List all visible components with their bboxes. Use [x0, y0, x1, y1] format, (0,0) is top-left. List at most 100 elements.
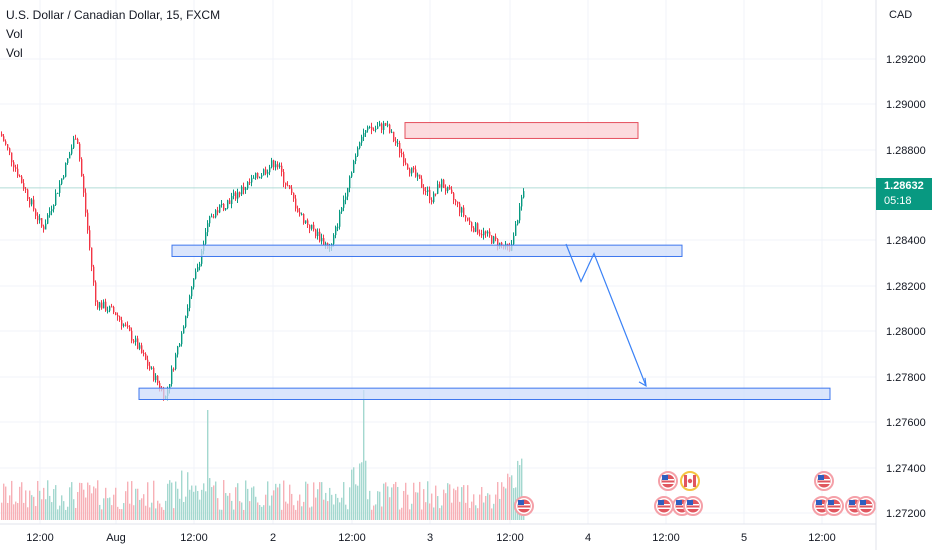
symbol-title[interactable]: U.S. Dollar / Canadian Dollar, 15, FXCM: [6, 8, 221, 22]
candle-body: [309, 225, 311, 229]
candle-body: [277, 164, 279, 167]
volume-bar: [157, 500, 159, 520]
volume-bar: [193, 491, 195, 520]
volume-bar: [425, 502, 427, 520]
candle-body: [21, 176, 23, 184]
volume-bar: [469, 507, 471, 520]
candle-body: [145, 353, 147, 360]
volume-bar: [385, 482, 387, 520]
candle-body: [501, 242, 503, 246]
candle-body: [405, 162, 407, 165]
resistance-zone: [404, 122, 639, 139]
volume-bar: [313, 482, 315, 520]
candle-body: [61, 178, 63, 184]
candle-body: [293, 192, 295, 199]
volume-indicator-label[interactable]: Vol: [6, 27, 23, 41]
volume-bar: [243, 509, 245, 520]
volume-bar: [285, 501, 287, 520]
candle-body: [363, 133, 365, 137]
candle-body: [177, 346, 179, 355]
candle-body: [491, 235, 493, 244]
volume-bar: [497, 482, 499, 520]
candle-body: [237, 192, 239, 199]
price-tick-label: 1.29000: [886, 99, 926, 111]
candle-body: [515, 224, 517, 236]
volume-bar: [59, 505, 61, 520]
volume-bar: [507, 473, 509, 520]
volume-indicator-label-2[interactable]: Vol: [6, 46, 23, 60]
candle-body: [315, 229, 317, 237]
candle-body: [451, 189, 453, 194]
candle-body: [63, 176, 65, 179]
candle-body: [517, 220, 519, 225]
volume-bar: [501, 482, 503, 520]
candle-body: [157, 375, 159, 384]
candle-body: [147, 359, 149, 366]
candle-body: [393, 131, 395, 141]
candle-body: [295, 198, 297, 209]
volume-bar: [331, 494, 333, 520]
volume-bar: [319, 482, 321, 520]
volume-bar: [453, 488, 455, 520]
price-tick-label: 1.27600: [886, 417, 926, 429]
volume-bar: [91, 493, 93, 520]
flag-stripe: [662, 482, 674, 484]
volume-bar: [477, 508, 479, 520]
candle-body: [51, 209, 53, 212]
candle-body: [189, 296, 191, 308]
candle-body: [271, 160, 273, 168]
flag-canton: [860, 500, 866, 505]
candle-body: [11, 152, 13, 163]
candle-body: [461, 207, 463, 213]
volume-bar: [487, 493, 489, 520]
candle-body: [213, 216, 215, 218]
volume-bar: [161, 507, 163, 520]
candle-body: [49, 211, 51, 216]
candle-body: [289, 185, 291, 189]
candle-body: [291, 188, 293, 193]
volume-bar: [227, 495, 229, 520]
volume-bar: [83, 489, 85, 520]
candle-body: [479, 233, 481, 235]
volume-bar: [279, 483, 281, 520]
volume-bar: [245, 480, 247, 520]
event-us-3: [654, 496, 674, 516]
flag-stripe: [676, 507, 688, 509]
candle-body: [9, 148, 11, 153]
candle-body: [255, 172, 257, 178]
volume-bar: [399, 509, 401, 520]
volume-bar: [283, 480, 285, 520]
candle-body: [469, 220, 471, 223]
candle-body: [101, 302, 103, 309]
volume-bar: [31, 495, 33, 520]
candle-body: [231, 196, 233, 204]
volume-bar: [391, 487, 393, 520]
volume-bar: [149, 507, 151, 520]
candle-body: [433, 193, 435, 203]
volume-bar: [237, 483, 239, 520]
candle-body: [7, 144, 9, 149]
volume-bar: [421, 509, 423, 520]
volume-bar: [271, 495, 273, 520]
candle-body: [141, 345, 143, 354]
volume-bar: [511, 475, 513, 520]
volume-bar: [63, 501, 65, 520]
volume-bar: [163, 509, 165, 520]
candle-body: [439, 184, 441, 188]
volume-bar: [259, 504, 261, 520]
volume-bar: [209, 478, 211, 520]
volume-bar: [417, 492, 419, 520]
candle-body: [155, 375, 157, 381]
candle-body: [99, 302, 101, 308]
candle-body: [137, 338, 139, 349]
projection-arrow: [565, 243, 647, 387]
volume-bar: [45, 499, 47, 520]
candle-body: [83, 176, 85, 193]
candle-body: [5, 141, 7, 145]
candle-body: [311, 224, 313, 229]
volume-bar: [457, 486, 459, 520]
candle-body: [209, 216, 211, 224]
volume-bar: [323, 499, 325, 520]
